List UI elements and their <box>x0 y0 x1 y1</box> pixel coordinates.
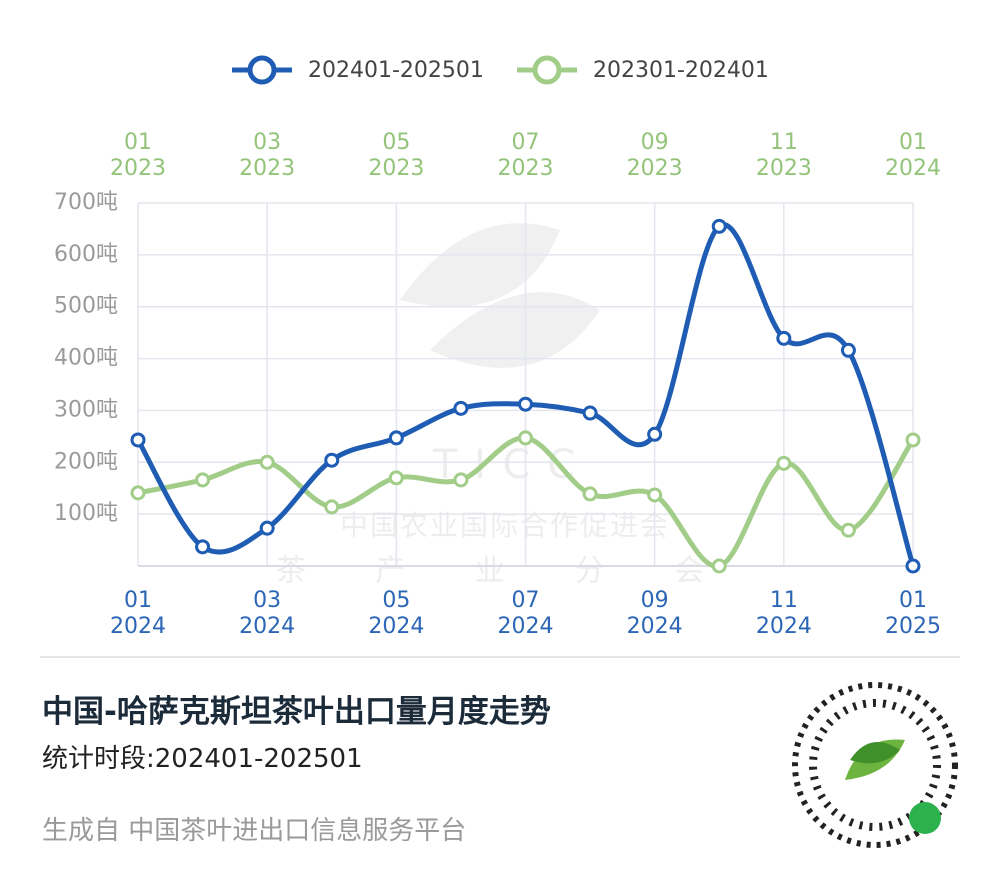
point <box>776 330 792 346</box>
point <box>324 452 340 468</box>
point <box>453 400 469 416</box>
x-tick-label: 01 2024 <box>110 588 166 639</box>
chart-title: 中国-哈萨克斯坦茶叶出口量月度走势 <box>42 694 551 730</box>
x-tick-label: 09 2024 <box>626 588 683 639</box>
y-tick-label: 300吨 <box>54 397 118 422</box>
point <box>840 522 856 538</box>
x-tick-label: 01 2025 <box>885 588 941 639</box>
y-tick-label: 500吨 <box>54 294 118 319</box>
qr-badge <box>909 802 941 834</box>
point <box>776 455 792 471</box>
x2-tick-label: 03 2023 <box>239 130 296 181</box>
point <box>647 487 663 503</box>
y-tick-label: 400吨 <box>54 346 118 371</box>
qr-leaf <box>850 742 900 764</box>
x2-tick-label: 05 2023 <box>368 130 425 181</box>
point <box>647 426 663 442</box>
point <box>130 485 146 501</box>
point <box>388 430 404 446</box>
legend-label: 202401-202501 <box>308 58 484 83</box>
x2-tick-label: 11 2023 <box>755 130 812 181</box>
watermark-logo <box>400 223 600 368</box>
point <box>259 454 275 470</box>
point <box>130 432 146 448</box>
point <box>259 520 275 536</box>
series-line <box>137 435 916 569</box>
point <box>453 472 469 488</box>
point <box>518 396 533 412</box>
x2-tick-label: 09 2023 <box>626 130 683 181</box>
x2-tick-label: 07 2023 <box>497 130 554 181</box>
point <box>711 558 727 574</box>
x-tick-label: 03 2024 <box>239 588 296 639</box>
qr-code <box>792 682 958 848</box>
legend-label: 202301-202401 <box>593 58 769 83</box>
watermark-text: 茶 产 业 分 会 <box>276 554 734 589</box>
point <box>905 558 921 574</box>
point <box>195 472 211 488</box>
y-tick-label: 600吨 <box>54 242 118 267</box>
point <box>518 430 533 446</box>
legend-marker <box>532 55 562 85</box>
y-tick-label: 700吨 <box>54 190 118 215</box>
chart-subtitle: 统计时段:202401-202501 <box>42 744 363 774</box>
point <box>324 499 340 515</box>
x2-tick-label: 01 2024 <box>885 130 941 181</box>
point <box>711 218 727 234</box>
point <box>905 432 921 448</box>
x-tick-label: 07 2024 <box>497 588 554 639</box>
x2-tick-label: 01 2023 <box>110 130 166 181</box>
point <box>840 342 856 358</box>
x-tick-label: 05 2024 <box>368 588 425 639</box>
point <box>195 539 211 555</box>
footer: 生成自 中国茶叶进出口信息服务平台 <box>42 816 467 846</box>
point <box>582 486 598 502</box>
point <box>582 405 598 421</box>
y-tick-label: 100吨 <box>54 501 118 526</box>
point <box>388 470 404 486</box>
x-tick-label: 11 2024 <box>755 588 812 639</box>
y-tick-label: 200吨 <box>54 449 118 474</box>
legend-marker <box>247 55 277 85</box>
qr-ring <box>809 699 941 831</box>
